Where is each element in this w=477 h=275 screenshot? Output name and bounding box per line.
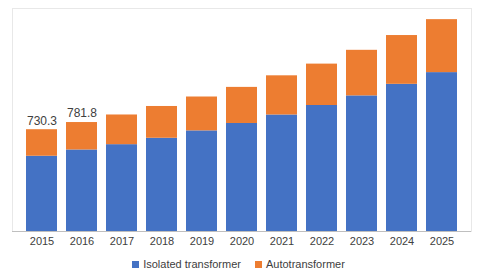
- svg-text:2018: 2018: [150, 235, 174, 247]
- svg-text:730.3: 730.3: [27, 114, 57, 128]
- svg-text:2019: 2019: [190, 235, 214, 247]
- html-text:Autotransformer: Autotransformer: [266, 258, 345, 270]
- svg-text:2015: 2015: [30, 235, 54, 247]
- svg-text:2025: 2025: [430, 235, 454, 247]
- svg-text:2022: 2022: [310, 235, 334, 247]
- svg-text:2021: 2021: [270, 235, 294, 247]
- svg-text:2016: 2016: [70, 235, 94, 247]
- svg-text:2024: 2024: [390, 235, 414, 247]
- svg-text:2020: 2020: [230, 235, 254, 247]
- html-text:Isolated transformer: Isolated transformer: [143, 258, 241, 270]
- svg-text:2017: 2017: [110, 235, 134, 247]
- svg-text:2023: 2023: [350, 235, 374, 247]
- svg-text:781.8: 781.8: [67, 106, 97, 120]
